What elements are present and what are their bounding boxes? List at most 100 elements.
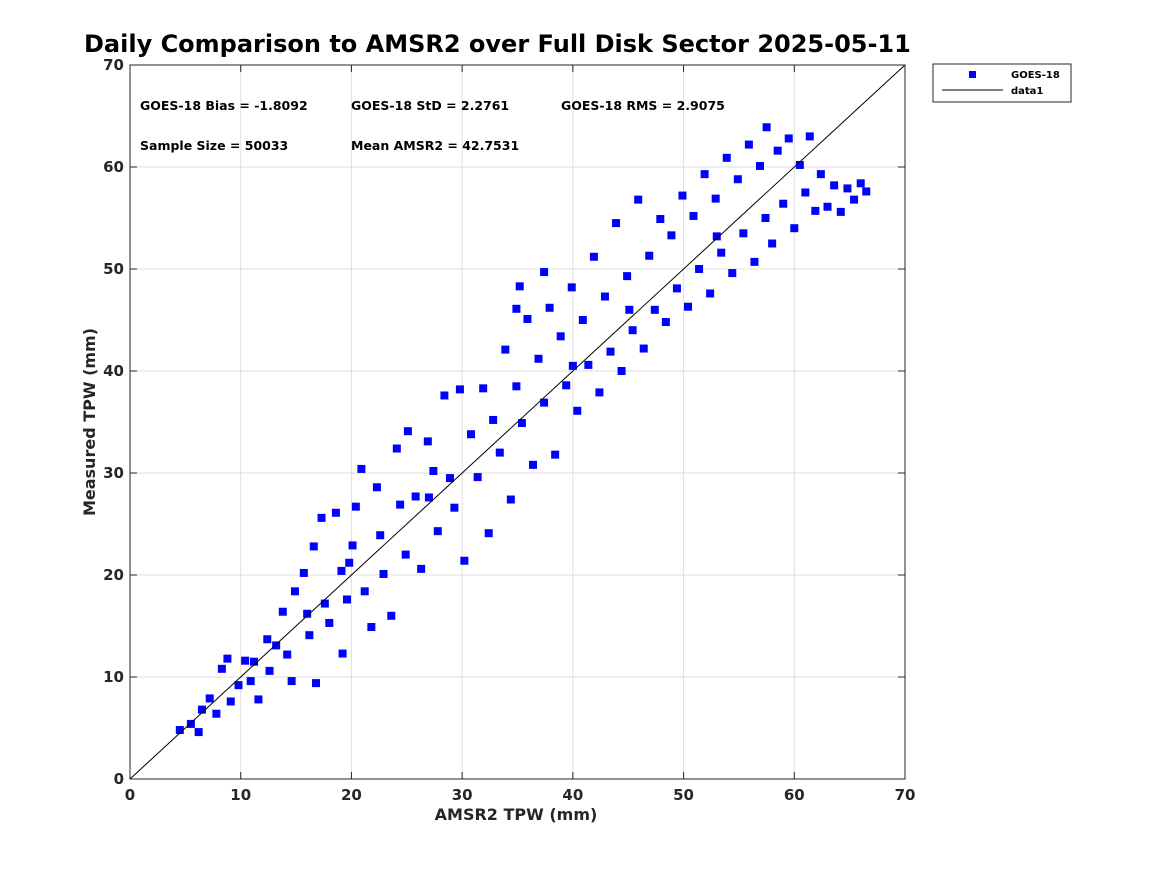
x-tick-label-2: 20 [341, 786, 362, 804]
data-point-27 [331, 508, 340, 517]
data-point-24 [317, 513, 326, 522]
y-tick-label-6: 60 [103, 158, 124, 176]
y-tick-label-2: 20 [103, 566, 124, 584]
data-point-83 [634, 195, 643, 204]
data-point-58 [495, 448, 504, 457]
data-point-135 [568, 361, 577, 370]
data-point-73 [578, 316, 587, 324]
data-point-111 [784, 134, 793, 143]
data-point-53 [467, 430, 475, 439]
data-point-59 [501, 345, 510, 354]
data-point-80 [617, 367, 626, 375]
data-point-1 [186, 719, 195, 728]
data-point-117 [816, 170, 825, 179]
data-point-113 [795, 160, 804, 169]
data-point-46 [429, 466, 438, 475]
axis-ticks: 0 10 20 30 40 50 60 70 0 10 20 30 40 50 60 70 [103, 56, 915, 804]
data-point-52 [460, 556, 469, 565]
x-tick-label-3: 30 [452, 786, 473, 804]
data-point-61 [512, 382, 521, 391]
data-point-97 [711, 194, 720, 203]
data-point-88 [661, 318, 670, 327]
stat-bias: GOES-18 Bias = -1.8092 [140, 98, 308, 113]
data-point-66 [540, 398, 549, 407]
data-point-124 [862, 187, 871, 196]
data-point-84 [639, 344, 648, 353]
data-point-91 [678, 191, 687, 200]
data-point-118 [823, 202, 832, 211]
data-point-110 [779, 199, 788, 208]
data-point-130 [303, 609, 312, 618]
data-point-22 [309, 542, 318, 551]
data-point-55 [479, 384, 488, 393]
data-point-50 [450, 503, 459, 512]
data-point-126 [512, 304, 521, 313]
data-point-101 [733, 175, 742, 184]
data-point-28 [337, 566, 346, 575]
data-point-21 [305, 631, 314, 640]
data-point-5 [212, 709, 221, 718]
legend-marker-goes18 [969, 71, 976, 78]
data-point-123 [856, 179, 865, 188]
data-point-122 [850, 195, 859, 204]
data-point-26 [325, 618, 334, 627]
y-tick-label-5: 50 [103, 260, 124, 278]
y-axis-label: Measured TPW (mm) [80, 328, 99, 516]
data-points [175, 123, 871, 737]
data-point-54 [473, 473, 482, 482]
data-point-13 [263, 635, 272, 644]
data-point-79 [612, 219, 621, 228]
data-point-45 [423, 437, 432, 446]
data-point-31 [348, 541, 357, 550]
data-point-121 [843, 184, 852, 193]
data-point-102 [739, 229, 748, 238]
data-point-29 [338, 649, 347, 658]
x-tick-label-6: 60 [784, 786, 805, 804]
legend-label-data1: data1 [1011, 86, 1043, 97]
chart-title: Daily Comparison to AMSR2 over Full Disk… [84, 30, 911, 58]
data-point-4 [205, 694, 214, 703]
x-tick-label-4: 40 [562, 786, 583, 804]
data-point-94 [695, 265, 704, 273]
data-point-36 [372, 483, 381, 492]
data-point-48 [440, 391, 449, 400]
data-point-65 [534, 354, 543, 363]
data-point-116 [811, 206, 820, 215]
data-point-0 [175, 726, 184, 735]
y-tick-label-0: 0 [114, 770, 124, 788]
plot-area: 0 10 20 30 40 50 60 70 0 10 20 30 40 50 60 70 [103, 56, 915, 804]
data-point-40 [396, 500, 405, 509]
legend: GOES-18 data1 [932, 63, 1072, 103]
data-point-92 [684, 302, 692, 311]
data-point-77 [600, 292, 609, 301]
data-point-67 [545, 303, 554, 312]
data-point-112 [790, 224, 799, 233]
data-point-98 [717, 248, 726, 257]
data-point-34 [360, 587, 369, 596]
data-point-129 [376, 531, 385, 540]
data-point-119 [830, 181, 839, 190]
y-tick-label-3: 30 [103, 464, 124, 482]
data-point-14 [265, 666, 274, 675]
data-point-11 [246, 677, 255, 686]
data-point-115 [805, 132, 814, 141]
x-axis-label: AMSR2 TPW (mm) [435, 805, 598, 824]
data-point-131 [250, 657, 258, 666]
data-point-75 [589, 252, 598, 261]
data-point-71 [567, 283, 576, 292]
data-point-90 [672, 284, 681, 293]
data-point-8 [226, 697, 235, 706]
x-tick-label-5: 50 [673, 786, 694, 804]
data-point-16 [278, 607, 287, 616]
data-point-64 [529, 460, 537, 469]
data-point-81 [623, 272, 632, 281]
data-point-15 [272, 641, 281, 650]
data-point-47 [433, 527, 442, 536]
x-tick-label-0: 0 [125, 786, 135, 804]
data-point-86 [650, 305, 659, 314]
data-point-70 [562, 381, 571, 390]
data-point-132 [625, 305, 634, 314]
stats-annotations: GOES-18 Bias = -1.8092 GOES-18 StD = 2.2… [140, 98, 725, 153]
data-point-23 [312, 679, 320, 688]
data-point-134 [424, 493, 433, 502]
